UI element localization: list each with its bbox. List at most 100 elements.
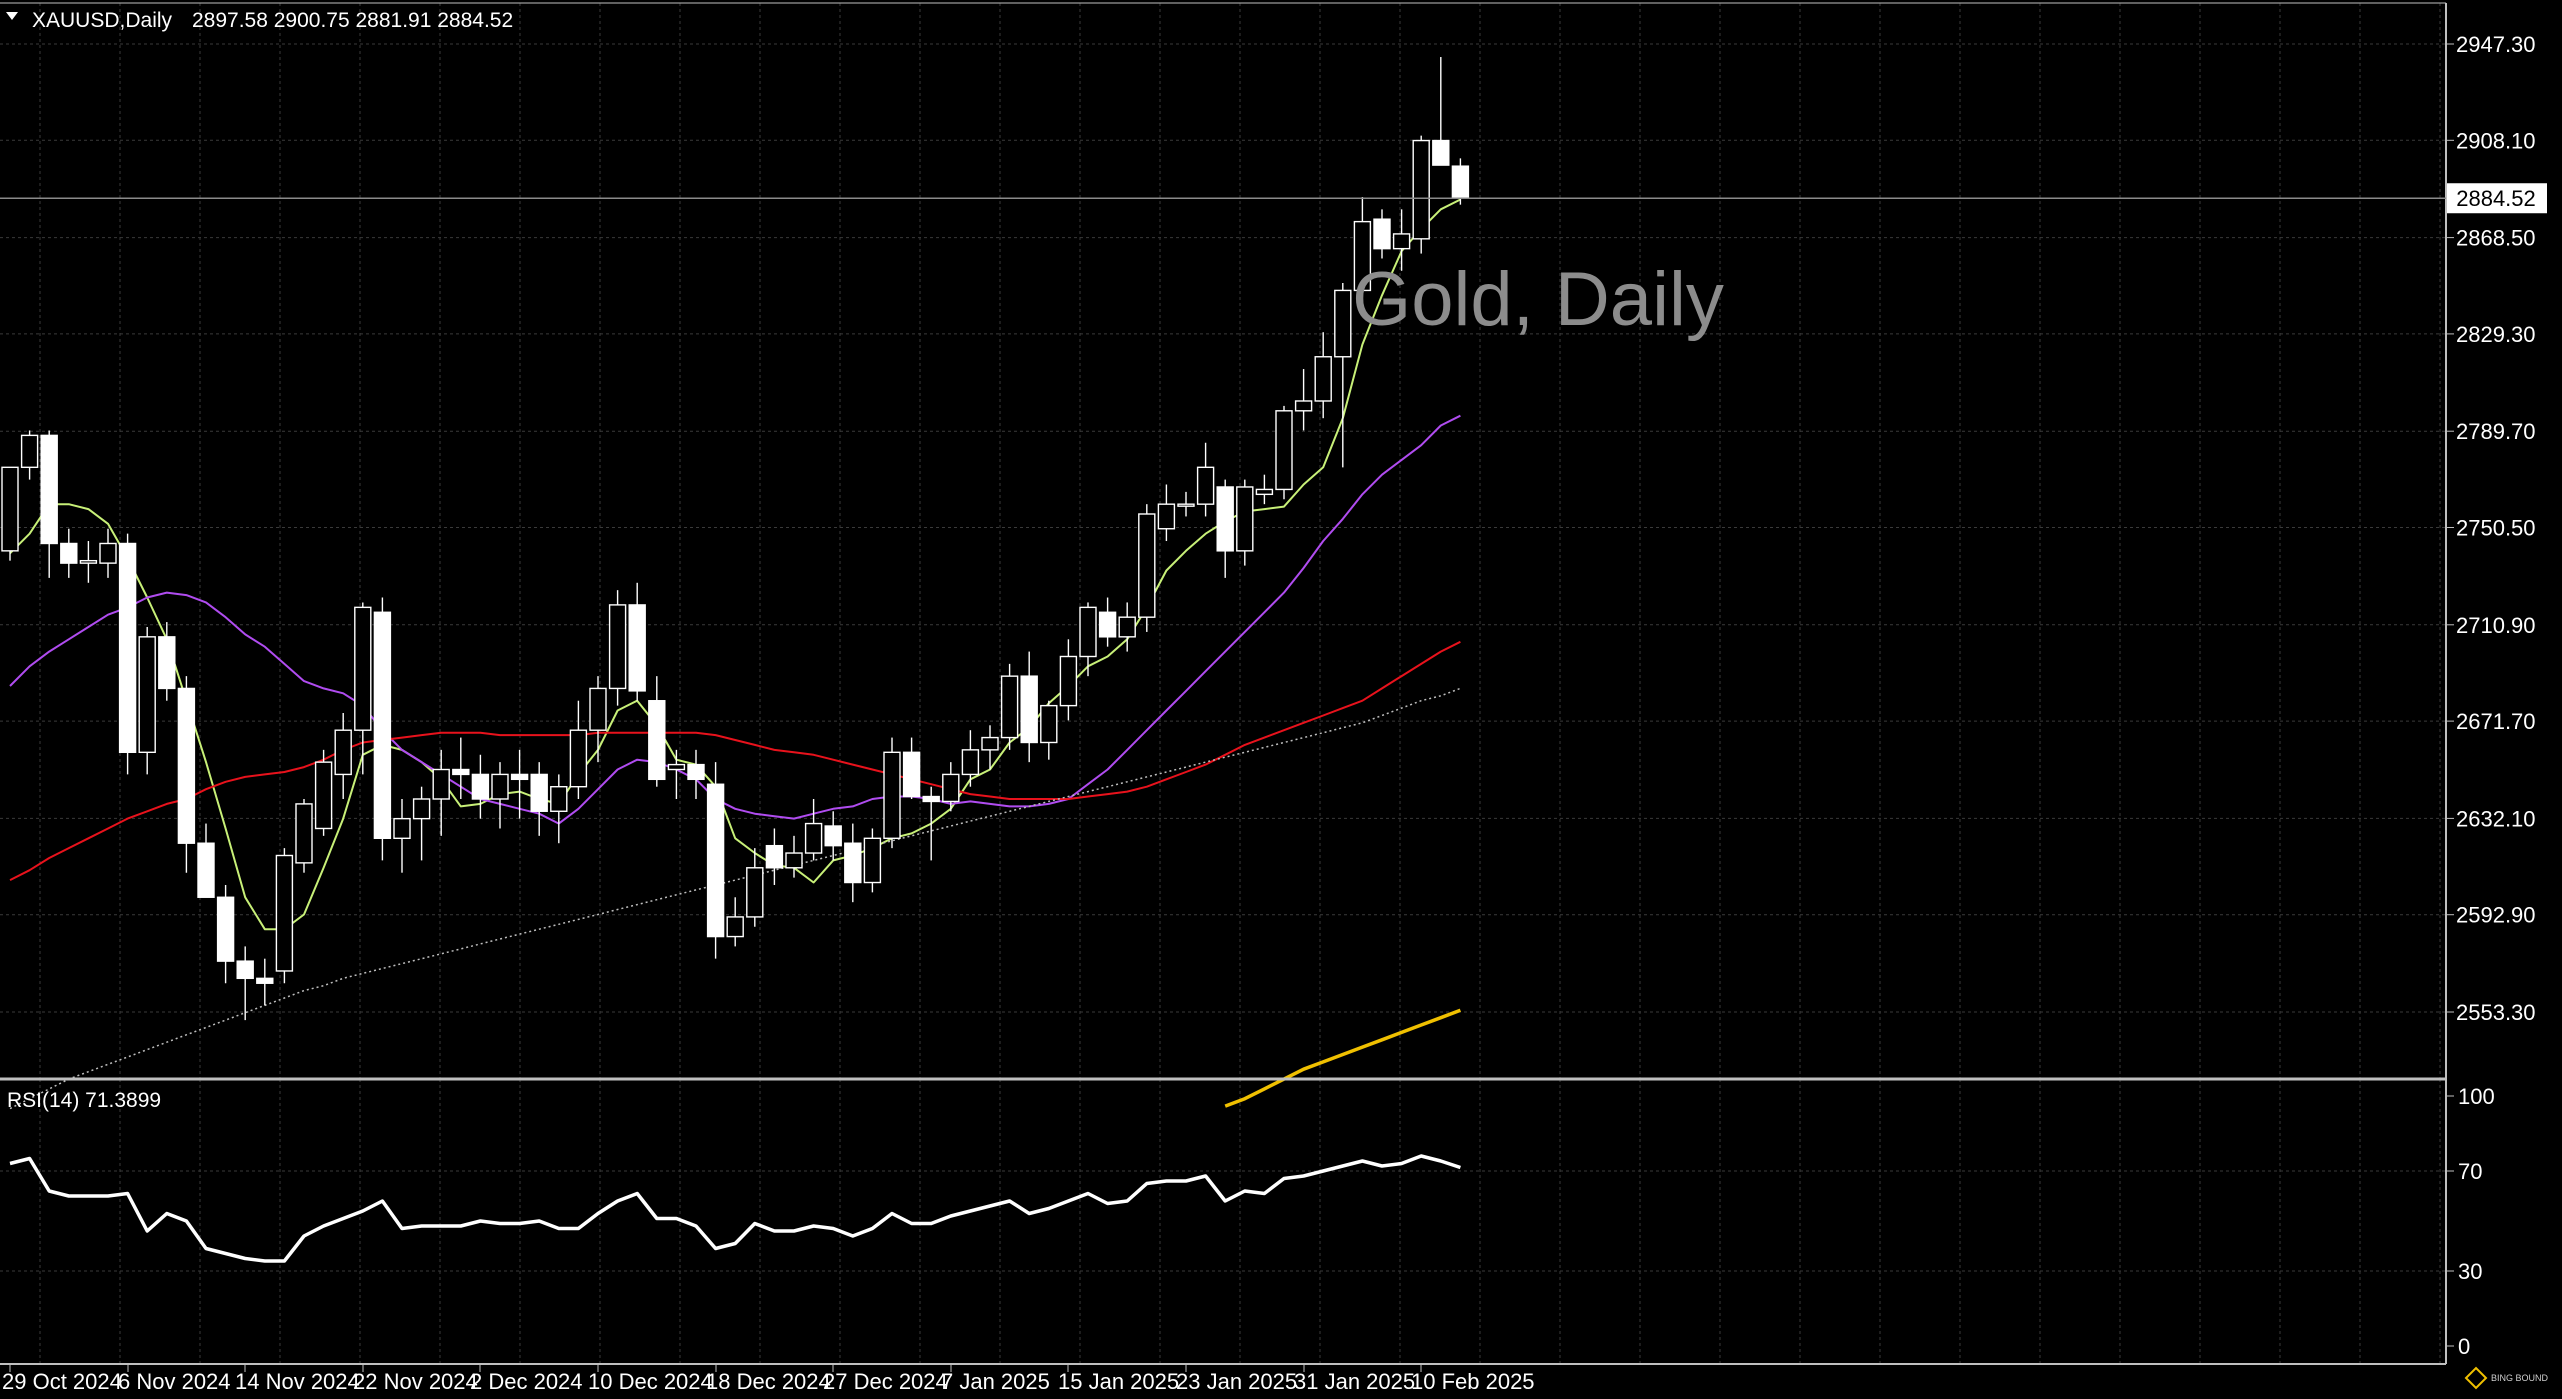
date-tick-label: 10 Dec 2024 [588, 1369, 713, 1394]
candle-body-bear [844, 842, 862, 884]
candle-body-bull [491, 773, 509, 800]
candle-body-bull [1177, 503, 1195, 507]
date-tick-label: 23 Jan 2025 [1176, 1369, 1297, 1394]
price-axis: 2947.30 2908.10 2868.50 2829.30 2789.70 2750.… [2446, 32, 2536, 1025]
ma-line [1224, 1008, 1462, 1108]
candle-body-bull [432, 768, 450, 800]
price-tick-label: 2908.10 [2456, 128, 2536, 153]
ma-line [9, 414, 1461, 825]
watermark-title: Gold, Daily [1352, 257, 1724, 342]
price-tick-label: 2868.50 [2456, 226, 2536, 251]
candle-body-bull [1334, 289, 1352, 358]
candle-body-bear [471, 773, 490, 800]
candle-body-bear [177, 687, 196, 844]
rsi-tick-label: 100 [2458, 1084, 2495, 1109]
candle-body-bull [393, 817, 411, 840]
candle-body-bull [608, 604, 627, 690]
candle-body-bull [1118, 616, 1136, 638]
price-tick-label: 2750.50 [2456, 516, 2536, 541]
candle-body-bull [275, 854, 294, 972]
date-tick-label: 2 Dec 2024 [470, 1369, 583, 1394]
candle-body-bull [569, 729, 588, 788]
candle-body-bear [452, 768, 470, 776]
candle-body-bear [706, 783, 725, 938]
candle-body-bull [20, 434, 39, 469]
ohlc-values: 2897.58 2900.75 2881.91 2884.52 [192, 9, 513, 32]
candle-body-bull [1138, 513, 1156, 618]
ma-line [9, 687, 1461, 1110]
chart-menu-triangle-icon[interactable] [6, 12, 18, 20]
candle-body-bear [158, 636, 176, 690]
candle-body-bull [79, 559, 98, 564]
candle-body-bull [412, 798, 431, 820]
candle-body-bull [1294, 400, 1313, 412]
main-grid [0, 3, 2446, 1079]
candle-body-bull [138, 636, 156, 754]
candle-body-bear [1373, 218, 1391, 250]
candle-body-bull [589, 687, 607, 731]
candle-body-bull [667, 763, 686, 771]
candle-body-bull [295, 803, 313, 864]
candle-body-bear [216, 896, 235, 962]
candle-body-bull [1079, 606, 1097, 658]
logo-diamond-icon [2464, 1366, 2488, 1390]
rsi-tick-label: 30 [2458, 1259, 2482, 1284]
rsi-tick-label: 0 [2458, 1334, 2470, 1359]
candle-body-bear [687, 763, 705, 781]
candle-body-bull [1412, 139, 1430, 240]
candle-body-bull [961, 749, 980, 776]
date-tick-label: 7 Jan 2025 [941, 1369, 1050, 1394]
current-price-label: 2884.52 [2456, 186, 2536, 211]
moving-averages [9, 198, 1462, 1110]
candle-body-bull [314, 761, 333, 830]
candle-body-bear [510, 773, 529, 781]
candle-body-bull [354, 606, 372, 731]
symbol-label: XAUUSD,Daily [32, 9, 173, 32]
candle-body-bull [1314, 356, 1332, 402]
candle-body-bull [1236, 486, 1254, 552]
price-tick-label: 2592.90 [2456, 903, 2536, 928]
date-tick-label: 14 Nov 2024 [235, 1369, 360, 1394]
rsi-axis: 100 70 30 0 [2446, 1084, 2495, 1359]
price-tick-label: 2553.30 [2456, 1000, 2536, 1025]
current-price-tag [2447, 183, 2547, 214]
candle-body-bear [765, 844, 784, 869]
rsi-line [9, 1154, 1461, 1263]
candle-body-bull [1000, 675, 1019, 739]
date-tick-label: 27 Dec 2024 [823, 1369, 948, 1394]
candle-body-bear [648, 700, 666, 781]
candle-body-bull [1353, 220, 1372, 292]
candle-body-bull [1, 466, 19, 552]
candle-body-bear [628, 604, 646, 692]
candle-body-bull [1392, 233, 1411, 250]
price-tick-label: 2710.90 [2456, 613, 2536, 638]
rsi-series [9, 1154, 1461, 1263]
candle-body-bull [883, 751, 901, 840]
price-tick-label: 2829.30 [2456, 322, 2536, 347]
candle-body-bear [902, 751, 921, 798]
candle-body-bear [256, 977, 274, 984]
candle-body-bear [197, 842, 215, 898]
candle-body-bull [1196, 466, 1215, 505]
price-tick-label: 2671.70 [2456, 709, 2536, 734]
candle-body-bear [1451, 165, 1470, 199]
candle-body-bear [922, 795, 940, 803]
price-tick-label: 2632.10 [2456, 806, 2536, 831]
logo-text: BING BOUND [2491, 1373, 2549, 1383]
date-tick-label: 6 Nov 2024 [118, 1369, 231, 1394]
date-tick-label: 31 Jan 2025 [1294, 1369, 1415, 1394]
candle-body-bull [1255, 488, 1274, 496]
candle-body-bear [236, 960, 254, 980]
candle-body-bull [981, 736, 999, 751]
candle-body-bear [60, 542, 78, 564]
candle-body-bull [550, 786, 568, 812]
candle-body-bull [1040, 704, 1058, 744]
candle-body-bull [726, 916, 744, 938]
rsi-label: RSI(14) 71.3899 [7, 1089, 161, 1112]
candle-body-bull [863, 837, 882, 884]
brand-logo: BING BOUND [2464, 1366, 2549, 1390]
candle-body-bear [373, 611, 392, 840]
